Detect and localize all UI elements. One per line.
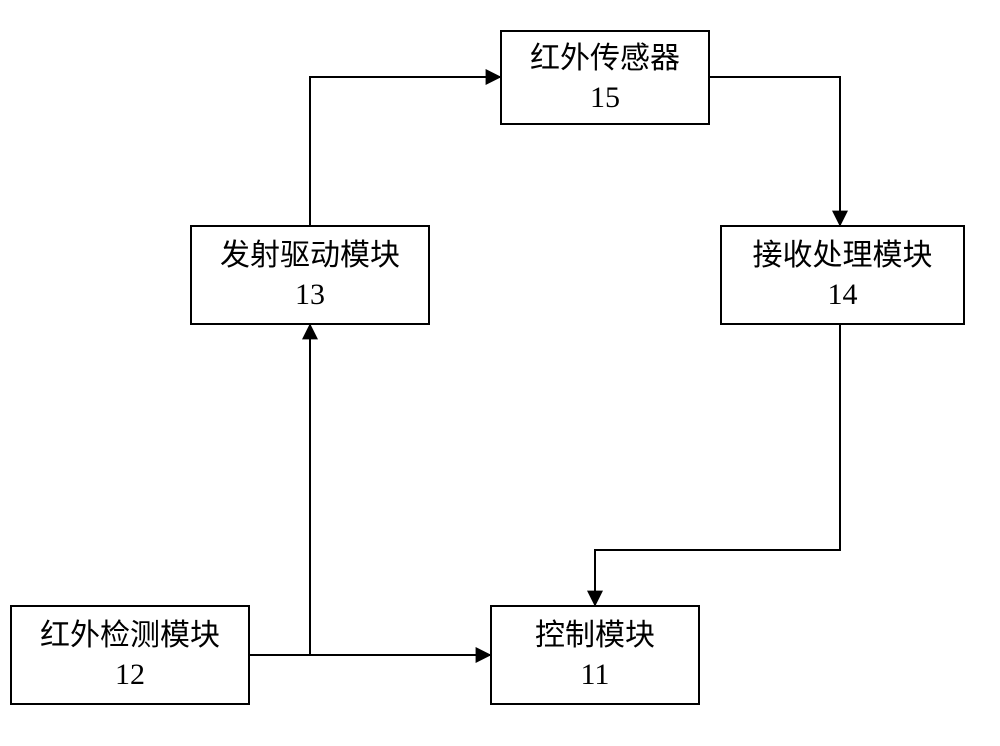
node-ir-detect: 红外检测模块 12 xyxy=(10,605,250,705)
edge-recv-to-control xyxy=(595,325,840,605)
node-ir-sensor: 红外传感器 15 xyxy=(500,30,710,125)
node-ir-sensor-label: 红外传感器 xyxy=(530,39,680,78)
node-ir-detect-label: 红外检测模块 xyxy=(40,616,220,655)
edge-control-to-emit xyxy=(310,325,490,655)
node-emit-driver: 发射驱动模块 13 xyxy=(190,225,430,325)
node-recv-proc-label: 接收处理模块 xyxy=(753,236,933,275)
node-control-label: 控制模块 xyxy=(535,616,655,655)
edge-sensor-to-recv xyxy=(710,77,840,225)
node-emit-driver-num: 13 xyxy=(295,275,325,314)
node-recv-proc: 接收处理模块 14 xyxy=(720,225,965,325)
node-ir-sensor-num: 15 xyxy=(590,78,620,117)
edge-emit-to-sensor xyxy=(310,77,500,225)
node-recv-proc-num: 14 xyxy=(828,275,858,314)
node-emit-driver-label: 发射驱动模块 xyxy=(220,236,400,275)
node-ir-detect-num: 12 xyxy=(115,655,145,694)
node-control: 控制模块 11 xyxy=(490,605,700,705)
node-control-num: 11 xyxy=(581,655,610,694)
